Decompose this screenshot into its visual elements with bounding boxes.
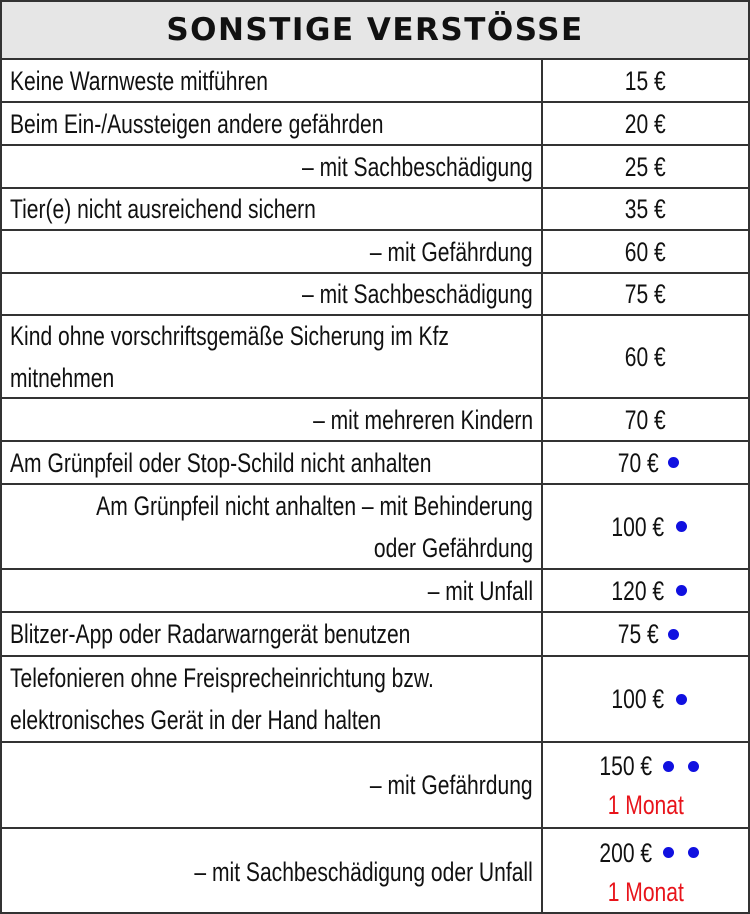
description-line: – mit Unfall xyxy=(427,575,533,606)
fine-amount: 60 € xyxy=(625,236,666,267)
violation-description: – mit Sachbeschädigung xyxy=(2,146,543,187)
penalty-cell: 200 € 1 Monat xyxy=(543,829,748,914)
description-line: – mit Gefährdung xyxy=(370,770,533,800)
fine-amount: 75 € xyxy=(625,279,666,309)
table-row: Keine Warnweste mitführen 15 € xyxy=(2,60,748,103)
description-line: oder Gefährdung xyxy=(373,532,533,563)
table-row: Am Grünpfeil nicht anhalten – mit Behind… xyxy=(2,485,748,570)
description-line: mitnehmen xyxy=(10,362,115,393)
violation-description: Kind ohne vorschriftsgemäße Sicherung im… xyxy=(2,316,543,397)
penalty-cell: 20 € xyxy=(543,103,748,144)
violation-description: Telefonieren ohne Freisprecheinrichtung … xyxy=(2,657,543,741)
table-row: Kind ohne vorschriftsgemäße Sicherung im… xyxy=(2,316,748,399)
point-dot-icon xyxy=(668,628,680,640)
description-line: Telefonieren ohne Freisprecheinrichtung … xyxy=(10,663,434,693)
violation-description: – mit Sachbeschädigung xyxy=(2,274,543,314)
description-line: Am Grünpfeil nicht anhalten – mit Behind… xyxy=(96,490,533,521)
penalty-cell: 60 € xyxy=(543,316,748,397)
driving-ban: 1 Monat xyxy=(607,790,684,820)
fine-amount: 70 € xyxy=(625,404,666,435)
fine-amount: 100 € xyxy=(611,511,665,542)
violation-description: Am Grünpfeil oder Stop-Schild nicht anha… xyxy=(2,442,543,483)
fine-amount: 200 € xyxy=(599,837,652,868)
point-dot-icon xyxy=(675,693,687,705)
table-row: – mit mehreren Kindern 70 € xyxy=(2,399,748,442)
description-line: Keine Warnweste mitführen xyxy=(10,65,268,96)
description-line: Am Grünpfeil oder Stop-Schild nicht anha… xyxy=(10,447,432,478)
penalty-cell: 100 € xyxy=(543,657,748,741)
point-dot-icon xyxy=(688,760,700,772)
fine-amount: 120 € xyxy=(611,575,665,606)
penalty-cell: 100 € xyxy=(543,485,748,568)
table-row: Blitzer-App oder Radarwarngerät benutzen… xyxy=(2,613,748,657)
table-row: – mit Unfall 120 € xyxy=(2,570,748,613)
description-line: Beim Ein-/Aussteigen andere gefährden xyxy=(10,108,384,139)
point-dot-icon xyxy=(688,847,700,858)
description-line: Kind ohne vorschriftsgemäße Sicherung im… xyxy=(10,320,449,351)
table-row: – mit Sachbeschädigung 75 € xyxy=(2,274,748,316)
violation-description: Keine Warnweste mitführen xyxy=(2,60,543,101)
penalty-cell: 70 € xyxy=(543,399,748,440)
fine-amount: 150 € xyxy=(599,751,652,781)
description-line: – mit Sachbeschädigung xyxy=(302,279,533,309)
penalty-cell: 70 € xyxy=(543,442,748,483)
penalty-cell: 25 € xyxy=(543,146,748,187)
table-row: Tier(e) nicht ausreichend sichern 35 € xyxy=(2,189,748,231)
violation-description: Blitzer-App oder Radarwarngerät benutzen xyxy=(2,613,543,655)
table-row: Telefonieren ohne Freisprecheinrichtung … xyxy=(2,657,748,743)
description-line: elektronisches Gerät in der Hand halten xyxy=(10,705,382,735)
description-line: – mit mehreren Kindern xyxy=(312,404,533,435)
violation-description: – mit Gefährdung xyxy=(2,743,543,827)
penalty-cell: 35 € xyxy=(543,189,748,229)
driving-ban: 1 Monat xyxy=(607,876,684,907)
violation-description: – mit mehreren Kindern xyxy=(2,399,543,440)
point-dot-icon xyxy=(675,585,687,596)
table-row: – mit Gefährdung 150 € 1 Monat xyxy=(2,743,748,829)
point-dot-icon xyxy=(663,847,675,858)
fine-amount: 60 € xyxy=(625,341,666,372)
penalty-cell: 60 € xyxy=(543,231,748,272)
violation-description: Beim Ein-/Aussteigen andere gefährden xyxy=(2,103,543,144)
description-line: – mit Sachbeschädigung xyxy=(302,151,533,182)
penalty-cell: 75 € xyxy=(543,613,748,655)
fine-amount: 35 € xyxy=(625,194,666,224)
description-line: – mit Sachbeschädigung oder Unfall xyxy=(194,856,533,887)
violation-description: – mit Unfall xyxy=(2,570,543,611)
point-dot-icon xyxy=(668,457,680,468)
table-row: Am Grünpfeil oder Stop-Schild nicht anha… xyxy=(2,442,748,485)
fine-amount: 15 € xyxy=(625,65,666,96)
penalty-cell: 150 € 1 Monat xyxy=(543,743,748,827)
penalty-cell: 15 € xyxy=(543,60,748,101)
violation-description: – mit Gefährdung xyxy=(2,231,543,272)
penalty-cell: 75 € xyxy=(543,274,748,314)
violation-description: – mit Sachbeschädigung oder Unfall xyxy=(2,829,543,914)
description-line: – mit Gefährdung xyxy=(370,236,533,267)
violation-description: Am Grünpfeil nicht anhalten – mit Behind… xyxy=(2,485,543,568)
table-row: – mit Gefährdung 60 € xyxy=(2,231,748,274)
fine-amount: 25 € xyxy=(625,151,666,182)
point-dot-icon xyxy=(675,521,687,532)
description-line: Tier(e) nicht ausreichend sichern xyxy=(10,194,316,224)
table-title: SONSTIGE VERSTÖSSE xyxy=(166,12,584,48)
table-row: – mit Sachbeschädigung oder Unfall 200 € 1… xyxy=(2,829,748,914)
table-row: Beim Ein-/Aussteigen andere gefährden 20 … xyxy=(2,103,748,146)
point-dot-icon xyxy=(663,760,675,772)
violation-description: Tier(e) nicht ausreichend sichern xyxy=(2,189,543,229)
penalty-cell: 120 € xyxy=(543,570,748,611)
fine-amount: 75 € xyxy=(617,619,659,649)
description-line: Blitzer-App oder Radarwarngerät benutzen xyxy=(10,619,411,649)
table-title-bar: SONSTIGE VERSTÖSSE xyxy=(2,2,748,60)
fine-amount: 100 € xyxy=(611,684,665,714)
fine-amount: 70 € xyxy=(617,447,659,478)
table-body: Keine Warnweste mitführen 15 € Beim Ein-/A… xyxy=(2,60,748,914)
table-row: – mit Sachbeschädigung 25 € xyxy=(2,146,748,189)
fine-amount: 20 € xyxy=(625,108,666,139)
